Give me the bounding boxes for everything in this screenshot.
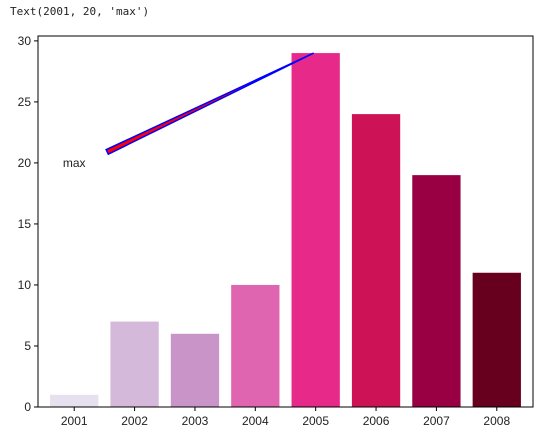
axes-frame bbox=[37, 35, 534, 408]
bar-2001 bbox=[50, 394, 99, 407]
x-tick-label: 2007 bbox=[423, 414, 450, 428]
bar-2003 bbox=[170, 333, 220, 407]
x-tick-label: 2005 bbox=[302, 414, 329, 428]
x-tick-label: 2004 bbox=[242, 414, 269, 428]
bar-2007 bbox=[412, 175, 461, 407]
x-tick-label: 2002 bbox=[121, 414, 148, 428]
x-tick-label: 2008 bbox=[483, 414, 510, 428]
y-tick-label: 30 bbox=[18, 34, 32, 48]
y-tick-label: 10 bbox=[18, 278, 32, 292]
bar-2005 bbox=[291, 53, 340, 408]
bar-2004 bbox=[231, 284, 280, 407]
bar-2002 bbox=[110, 321, 159, 407]
y-tick-label: 0 bbox=[24, 400, 31, 414]
bar-2008 bbox=[472, 272, 521, 407]
x-tick-label: 2006 bbox=[363, 414, 390, 428]
output-text: Text(2001, 20, 'max') bbox=[10, 5, 150, 18]
x-tick-label: 2001 bbox=[61, 414, 88, 428]
x-tick-label: 2003 bbox=[182, 414, 209, 428]
y-tick-label: 25 bbox=[18, 95, 32, 109]
annotation-label: max bbox=[63, 156, 86, 170]
x-axis: 2001 2002 2003 2004 2005 2006 2007 2008 bbox=[61, 407, 510, 428]
y-tick-label: 5 bbox=[24, 339, 31, 353]
y-axis: 0 5 10 15 20 25 30 bbox=[18, 34, 38, 414]
y-tick-label: 20 bbox=[18, 156, 32, 170]
bar-2006 bbox=[351, 114, 401, 408]
annotation-arrow bbox=[105, 52, 315, 156]
annotation-group: max bbox=[63, 52, 315, 170]
y-tick-label: 15 bbox=[18, 217, 32, 231]
bars-group bbox=[50, 53, 521, 408]
